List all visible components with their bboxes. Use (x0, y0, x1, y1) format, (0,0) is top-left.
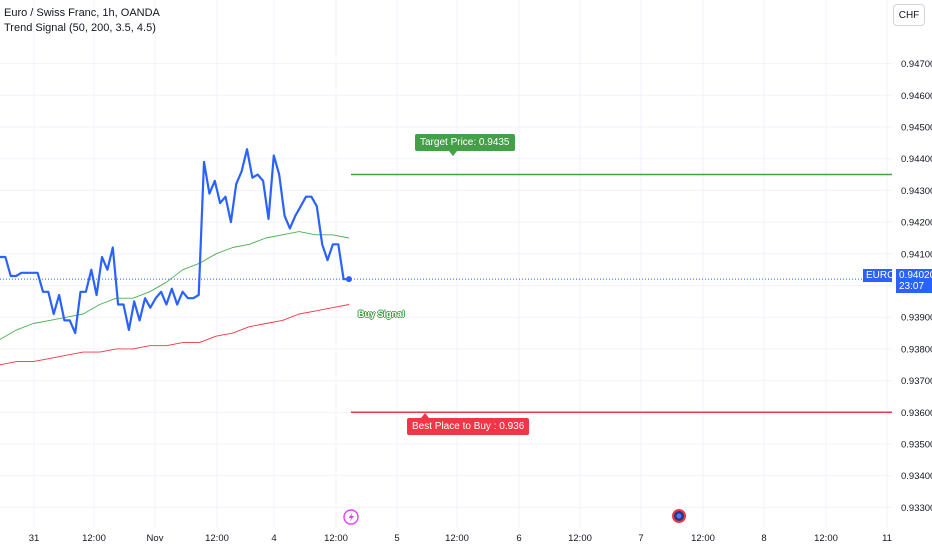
time-tick-label: 5 (394, 533, 399, 544)
indicator-legend[interactable]: Trend Signal (50, 200, 3.5, 4.5) (4, 22, 156, 34)
time-axis[interactable]: 31 12:00 Nov 12:00 4 12:00 5 12:00 6 12:00 7 12:00 8… (29, 533, 892, 544)
price-tick-label: 0.94500 (901, 123, 932, 134)
bar-countdown: 23:07 (899, 281, 925, 292)
time-tick-label: 12:00 (691, 533, 715, 544)
price-tick-label: 0.94400 (901, 154, 932, 165)
price-tick-label: 0.93400 (901, 471, 932, 482)
time-tick-label: 12:00 (205, 533, 229, 544)
best-buy-label: Best Place to Buy : 0.936 (407, 413, 530, 435)
time-tick-label: 31 (29, 533, 40, 544)
target-arrow-icon (449, 150, 457, 156)
price-tick-label: 0.93600 (901, 408, 932, 419)
earnings-event-icon[interactable] (343, 509, 359, 525)
time-tick-label: 6 (516, 533, 521, 544)
currency-button[interactable]: CHF (893, 4, 925, 26)
time-tick-label: 12:00 (814, 533, 838, 544)
symbol-tag: EURCHF (863, 269, 908, 282)
time-tick-label: 7 (638, 533, 643, 544)
time-tick-label: 4 (271, 533, 276, 544)
target-price-text: Target Price: 0.9435 (420, 136, 510, 148)
price-axis[interactable]: 0.93300 0.93400 0.93500 0.93600 0.93700 0.938… (901, 59, 932, 514)
best-buy-arrow-icon (421, 413, 429, 418)
economic-event-icon[interactable] (672, 509, 686, 523)
event-markers[interactable] (343, 509, 686, 525)
time-tick-label: 11 (882, 533, 892, 544)
time-tick-label: Nov (147, 533, 164, 544)
chart-series (0, 148, 352, 366)
price-tick-label: 0.94200 (901, 218, 932, 229)
chart-grid (0, 0, 892, 528)
target-price-label: Target Price: 0.9435 (415, 133, 515, 156)
ma50-line (0, 231, 350, 340)
price-tick-label: 0.93700 (901, 376, 932, 387)
price-line (0, 148, 349, 335)
best-buy-text: Best Place to Buy : 0.936 (412, 421, 525, 432)
level-lines (0, 173, 892, 414)
last-price-tag: 0.94020 23:07 (896, 269, 932, 293)
time-tick-label: 12:00 (324, 533, 348, 544)
price-tick-label: 0.94300 (901, 186, 932, 197)
price-tick-label: 0.93800 (901, 344, 932, 355)
time-tick-label: 8 (761, 533, 766, 544)
price-tick-label: 0.93500 (901, 440, 932, 451)
ma200-line (0, 304, 350, 366)
price-tick-label: 0.93300 (901, 503, 932, 514)
price-tick-label: 0.94600 (901, 91, 932, 102)
buy-signal-label: Buy Signal (358, 309, 405, 319)
symbol-title: Euro / Swiss Franc, 1h, OANDA (4, 7, 160, 19)
time-tick-label: 12:00 (568, 533, 592, 544)
time-tick-label: 12:00 (445, 533, 469, 544)
time-tick-label: 12:00 (82, 533, 106, 544)
price-tick-label: 0.94700 (901, 59, 932, 70)
price-tick-label: 0.93900 (901, 313, 932, 324)
last-price-marker (346, 276, 352, 283)
last-price-value: 0.94020 (899, 270, 932, 281)
price-tick-label: 0.94100 (901, 249, 932, 260)
